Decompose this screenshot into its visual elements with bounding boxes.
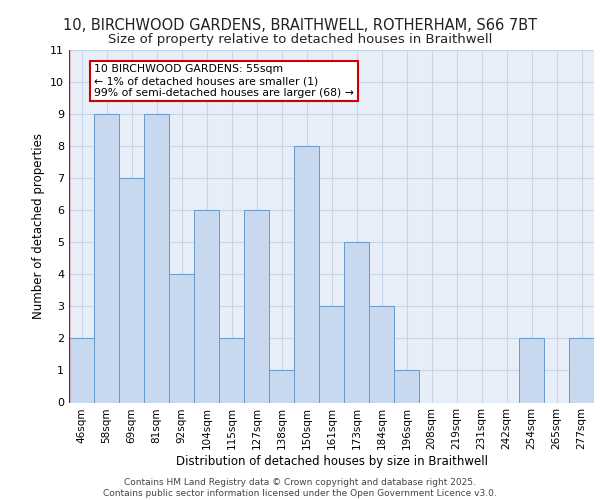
- Bar: [519, 338, 544, 402]
- Bar: [194, 210, 219, 402]
- Text: Size of property relative to detached houses in Braithwell: Size of property relative to detached ho…: [108, 32, 492, 46]
- Bar: [219, 338, 244, 402]
- Bar: [344, 242, 369, 402]
- X-axis label: Distribution of detached houses by size in Braithwell: Distribution of detached houses by size …: [176, 455, 487, 468]
- Bar: [144, 114, 169, 403]
- Bar: [119, 178, 144, 402]
- Bar: [369, 306, 394, 402]
- Bar: [394, 370, 419, 402]
- Bar: [294, 146, 319, 403]
- Bar: [94, 114, 119, 403]
- Y-axis label: Number of detached properties: Number of detached properties: [32, 133, 44, 320]
- Bar: [69, 338, 94, 402]
- Text: 10, BIRCHWOOD GARDENS, BRAITHWELL, ROTHERHAM, S66 7BT: 10, BIRCHWOOD GARDENS, BRAITHWELL, ROTHE…: [63, 18, 537, 32]
- Bar: [569, 338, 594, 402]
- Bar: [244, 210, 269, 402]
- Bar: [319, 306, 344, 402]
- Bar: [169, 274, 194, 402]
- Bar: [269, 370, 294, 402]
- Text: Contains HM Land Registry data © Crown copyright and database right 2025.
Contai: Contains HM Land Registry data © Crown c…: [103, 478, 497, 498]
- Text: 10 BIRCHWOOD GARDENS: 55sqm
← 1% of detached houses are smaller (1)
99% of semi-: 10 BIRCHWOOD GARDENS: 55sqm ← 1% of deta…: [94, 64, 354, 98]
